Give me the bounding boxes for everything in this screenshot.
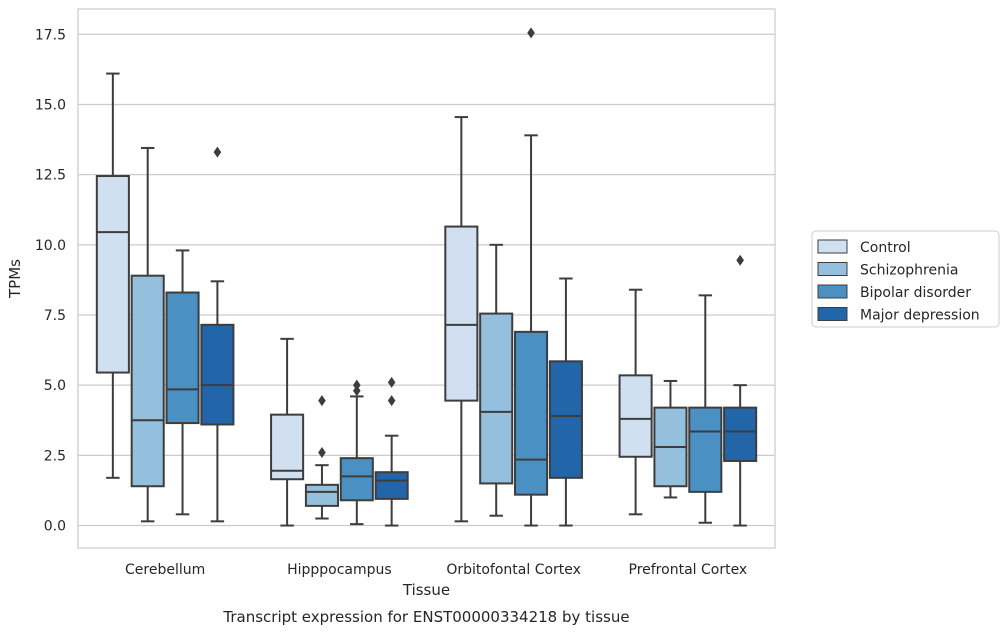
outlier-point — [387, 395, 396, 407]
x-tick-label: Prefrontal Cortex — [629, 562, 748, 578]
box-0-0 — [95, 72, 130, 479]
y-tick-label: 10.0 — [35, 238, 66, 254]
outlier-point — [318, 447, 326, 459]
box-3-2 — [688, 294, 723, 524]
chart-caption: Transcript expression for ENST0000033421… — [222, 608, 629, 626]
box-iqr — [200, 323, 235, 426]
legend-label: Schizophrenia — [860, 263, 958, 279]
y-tick-label: 2.5 — [44, 448, 66, 464]
box-iqr — [723, 406, 758, 462]
box-2-0 — [444, 116, 479, 523]
box-2-3 — [548, 277, 583, 527]
box-iqr — [270, 413, 305, 481]
y-tick-label: 15.0 — [35, 97, 66, 113]
box-0-2 — [165, 249, 200, 516]
outlier-point — [353, 379, 361, 391]
outlier-point — [213, 146, 222, 158]
legend-label: Bipolar disorder — [860, 285, 971, 301]
y-axis-ticks: 0.0 2.5 5.0 7.5 10.0 12.5 15.0 17.5 — [35, 27, 66, 534]
box-iqr — [374, 471, 409, 500]
box-0-3 — [200, 146, 235, 523]
y-axis-label: TPMs — [6, 259, 24, 299]
box-iqr — [130, 274, 165, 488]
box-iqr — [304, 483, 339, 507]
legend-label: Major depression — [860, 308, 980, 324]
plot-frame — [77, 8, 776, 549]
legend-item: Control — [817, 239, 911, 256]
box-3-3 — [723, 254, 758, 527]
legend-frame — [811, 230, 1000, 328]
outlier-point — [353, 385, 361, 397]
x-axis-ticks: Cerebellum Hipppocampus Orbitofontal Corte… — [125, 562, 747, 578]
box-1-0 — [270, 337, 305, 527]
legend-swatch — [817, 284, 848, 299]
box-1-3 — [374, 376, 409, 527]
outlier-point — [318, 395, 326, 407]
box-2-2 — [514, 27, 549, 527]
x-tick-label: Hipppocampus — [287, 562, 392, 578]
y-tick-label: 7.5 — [44, 308, 66, 324]
y-tick-label: 12.5 — [35, 168, 66, 184]
box-iqr — [514, 330, 549, 496]
outlier-point — [736, 254, 744, 266]
box-iqr — [688, 406, 723, 493]
legend: Control Schizophrenia Bipolar disorder Majo… — [811, 230, 1000, 328]
box-2-1 — [479, 243, 514, 517]
box-1-2 — [339, 379, 374, 526]
box-3-1 — [653, 379, 688, 499]
box-3-0 — [618, 288, 653, 516]
box-iqr — [444, 225, 479, 402]
legend-swatch — [817, 239, 848, 254]
x-tick-label: Orbitofontal Cortex — [446, 562, 581, 578]
legend-swatch — [817, 262, 848, 276]
box-1-1 — [304, 395, 339, 520]
legend-swatch — [817, 307, 848, 321]
box-iqr — [165, 291, 200, 425]
y-tick-label: 0.0 — [44, 519, 66, 535]
outlier-point — [527, 27, 535, 39]
box-0-1 — [130, 146, 165, 523]
legend-item: Major depression — [817, 307, 980, 324]
box-iqr — [618, 374, 653, 458]
y-tick-label: 17.5 — [35, 27, 66, 43]
y-tick-label: 5.0 — [44, 378, 66, 394]
box-iqr — [548, 360, 583, 479]
outlier-point — [387, 376, 396, 388]
legend-label: Control — [860, 240, 911, 256]
x-tick-label: Cerebellum — [125, 562, 205, 578]
x-axis-label: Tissue — [402, 581, 450, 599]
box-iqr — [479, 312, 514, 485]
legend-item: Bipolar disorder — [817, 284, 971, 301]
box-iqr — [95, 175, 130, 374]
legend-item: Schizophrenia — [817, 262, 958, 279]
box-iqr — [339, 457, 374, 502]
boxes — [95, 27, 758, 527]
